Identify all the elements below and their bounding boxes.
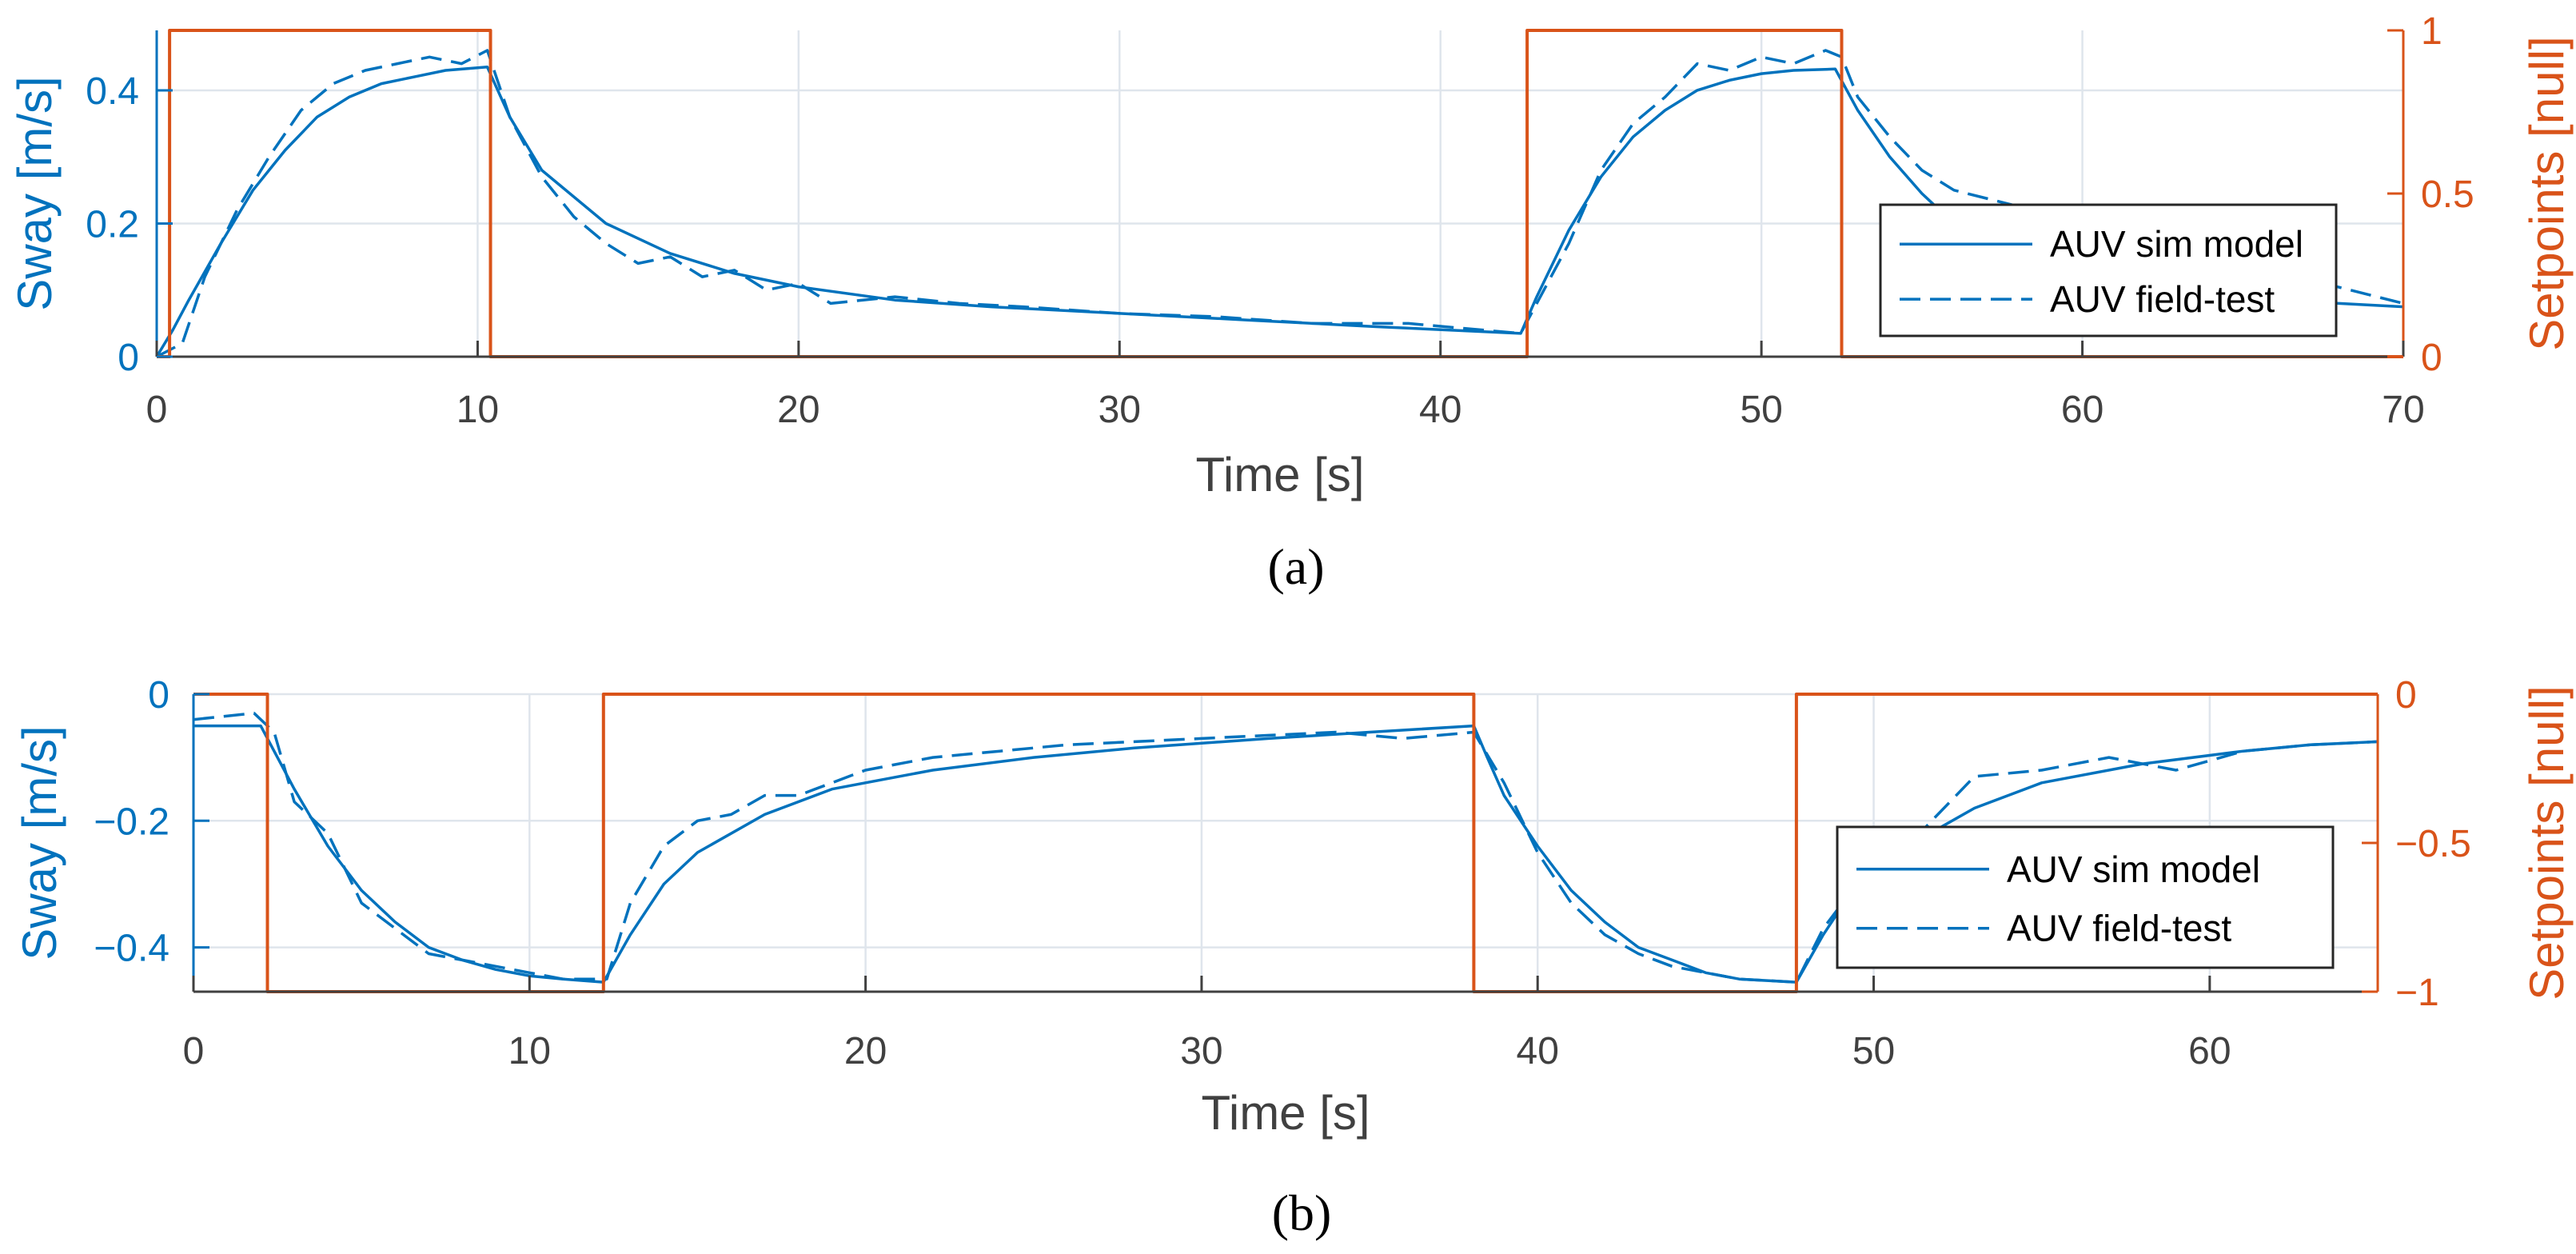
y-tick-label: 0	[148, 674, 169, 717]
x-tick-label: 30	[1180, 1030, 1222, 1072]
y2-tick-label: 0	[2421, 337, 2442, 379]
x-tick-label: 20	[777, 389, 819, 431]
legend-box	[1879, 203, 2338, 337]
figure-caption: (a)	[1267, 538, 1324, 595]
x-axis-label: Time [s]	[1201, 1086, 1370, 1140]
legend-box	[1836, 825, 2335, 969]
x-tick-label: 60	[2188, 1030, 2231, 1072]
legend-label-sim-model: AUV sim model	[2007, 849, 2260, 890]
legend: AUV sim model AUV field-test	[1836, 825, 2335, 969]
series-setpoint-line	[193, 693, 2378, 993]
y-tick-label: 0.2	[86, 203, 139, 246]
chart-panel-b: 0 10 20 30 40 50 60 0 −0.2 −0.4 0 −0.5 −1 Time [s] Swa…	[13, 674, 2574, 1241]
series-field-test-line	[156, 49, 2404, 358]
y-tick-label: 0.4	[86, 70, 139, 113]
x-tick-label: 30	[1099, 389, 1141, 431]
x-tick-label: 40	[1419, 389, 1461, 431]
legend-label-field-test: AUV field-test	[2007, 908, 2231, 949]
y2-tick-label: −0.5	[2395, 823, 2471, 865]
y2-tick-label: −1	[2395, 972, 2439, 1014]
x-tick-label: 60	[2061, 389, 2103, 431]
y-tick-label: 0	[118, 337, 139, 379]
y-axis-label: Sway [m/s]	[8, 76, 62, 310]
legend: AUV sim model AUV field-test	[1879, 203, 2338, 337]
y2-axis-label: Setpoints [null]	[2520, 685, 2574, 1000]
y2-tick-label: 0	[2395, 674, 2417, 717]
y2-tick-label: 1	[2421, 10, 2442, 53]
figure-caption: (b)	[1272, 1184, 1332, 1241]
chart-panel-a: 0 10 20 30 40 50 60 70 0 0.2 0.4 0 0.5 1 Time [s] Sway …	[8, 10, 2574, 595]
y-axis-label: Sway [m/s]	[13, 725, 66, 960]
x-tick-label: 10	[457, 389, 499, 431]
y2-axis-label: Setpoints [null]	[2520, 36, 2574, 351]
x-tick-label: 0	[183, 1030, 205, 1072]
x-axis-label: Time [s]	[1195, 448, 1364, 501]
y-tick-label: −0.2	[94, 801, 169, 843]
legend-label-field-test: AUV field-test	[2050, 278, 2275, 320]
legend-label-sim-model: AUV sim model	[2050, 223, 2303, 265]
x-tick-label: 10	[508, 1030, 551, 1072]
y-tick-label: −0.4	[94, 928, 169, 970]
x-tick-label: 50	[1740, 389, 1782, 431]
x-tick-label: 70	[2382, 389, 2424, 431]
x-tick-label: 40	[1517, 1030, 1559, 1072]
x-tick-label: 50	[1852, 1030, 1895, 1072]
y2-tick-label: 0.5	[2421, 174, 2474, 216]
x-tick-label: 20	[844, 1030, 887, 1072]
x-tick-label: 0	[146, 389, 168, 431]
